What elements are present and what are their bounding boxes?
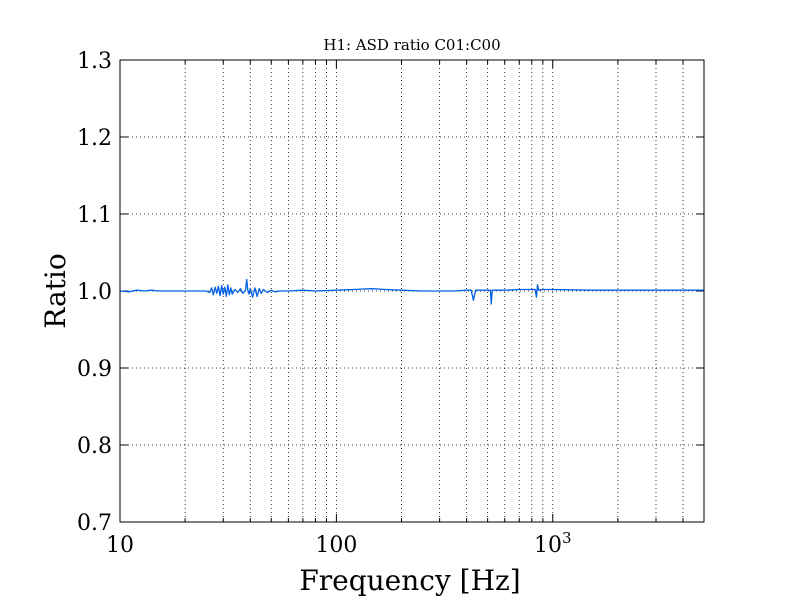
x-axis-label: Frequency [Hz] bbox=[299, 564, 520, 597]
y-tick-label: 0.8 bbox=[77, 434, 112, 459]
chart-title: H1: ASD ratio C01:C00 bbox=[323, 36, 500, 54]
x-tick-label: 10 bbox=[106, 533, 134, 558]
y-tick-label: 1.3 bbox=[77, 49, 112, 74]
y-axis-label: Ratio bbox=[39, 253, 72, 328]
x-tick-labels: 10 100 103 bbox=[106, 529, 572, 558]
y-tick-label: 0.9 bbox=[77, 357, 112, 382]
y-tick-labels: 0.7 0.8 0.9 1.0 1.1 1.2 1.3 bbox=[77, 49, 112, 536]
x-tick-label: 103 bbox=[534, 529, 572, 558]
x-tick-label: 100 bbox=[315, 533, 357, 558]
plot-frame bbox=[119, 59, 705, 523]
series-line bbox=[119, 278, 704, 305]
tick-marks bbox=[119, 59, 705, 523]
y-tick-label: 1.0 bbox=[77, 280, 112, 305]
y-tick-label: 1.2 bbox=[77, 126, 112, 151]
grid bbox=[120, 60, 704, 522]
y-tick-label: 1.1 bbox=[77, 203, 112, 228]
y-tick-label: 0.7 bbox=[77, 511, 112, 536]
